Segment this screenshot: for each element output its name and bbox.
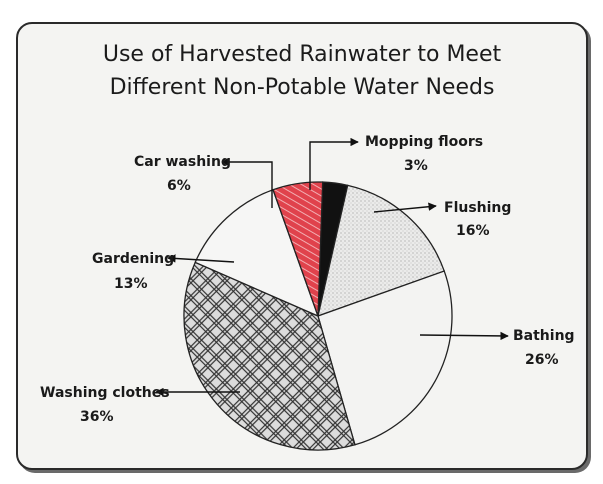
- leader-line-mopping-floors: [309, 137, 359, 190]
- slice-value-bathing: 26%: [525, 352, 559, 368]
- leader-line-car-washing: [221, 157, 273, 208]
- slice-value-gardening: 13%: [114, 276, 148, 292]
- slice-label-washing-clothes: Washing clothes 36%: [40, 385, 170, 425]
- slice-value-flushing: 16%: [456, 223, 490, 239]
- slice-label-bathing: Bathing 26%: [513, 328, 575, 368]
- leader-line-gardening: [167, 254, 235, 263]
- chart-title-line-2: Different Non-Potable Water Needs: [109, 75, 495, 100]
- slice-value-washing-clothes: 36%: [80, 409, 114, 425]
- slice-name-mopping-floors: Mopping floors: [365, 134, 483, 150]
- pie-slice-flushing: [317, 184, 446, 318]
- slice-name-flushing: Flushing: [444, 200, 511, 216]
- pie-slice-bathing: [317, 270, 453, 446]
- slice-name-gardening: Gardening: [92, 251, 174, 267]
- slice-label-flushing: Flushing 16%: [444, 200, 511, 239]
- slice-value-mopping-floors: 3%: [404, 158, 428, 174]
- chart-title-line-1: Use of Harvested Rainwater to Meet: [102, 42, 502, 67]
- pie-slice-washing-clothes: [183, 261, 356, 451]
- pie-slices: [183, 181, 453, 451]
- slice-value-car-washing: 6%: [167, 178, 191, 194]
- leader-line-flushing: [373, 202, 437, 213]
- leader-line-bathing: [419, 331, 509, 341]
- pie-slice-car-washing: [272, 181, 324, 317]
- pie-slice-gardening: [194, 188, 320, 318]
- slice-label-car-washing: Car washing 6%: [134, 154, 231, 194]
- label-leader-lines: [155, 137, 509, 397]
- slice-label-mopping-floors: Mopping floors 3%: [365, 134, 483, 174]
- slice-name-car-washing: Car washing: [134, 154, 231, 170]
- chart-title: Use of Harvested Rainwater to Meet Diffe…: [16, 38, 588, 104]
- slice-name-bathing: Bathing: [513, 328, 575, 344]
- slice-name-washing-clothes: Washing clothes: [40, 385, 170, 401]
- slice-label-gardening: Gardening 13%: [92, 251, 174, 292]
